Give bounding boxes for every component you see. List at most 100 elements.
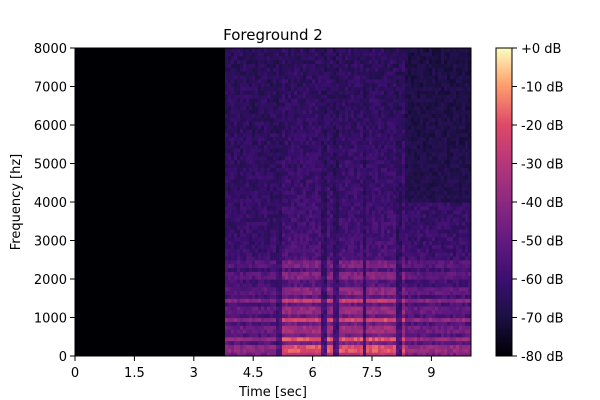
heatmap-cell — [243, 90, 247, 95]
heatmap-cell — [249, 248, 253, 253]
heatmap-cell — [357, 109, 361, 115]
heatmap-cell — [342, 302, 346, 307]
heatmap-cell — [282, 63, 286, 68]
heatmap-cell — [261, 309, 265, 315]
heatmap-cell — [390, 225, 394, 230]
heatmap-cell — [390, 352, 394, 356]
heatmap-cell — [237, 144, 241, 149]
heatmap-cell — [402, 236, 406, 242]
heatmap-cell — [354, 155, 358, 161]
heatmap-cell — [345, 352, 349, 356]
heatmap-cell — [273, 71, 277, 76]
heatmap-cell — [360, 202, 364, 207]
heatmap-cell — [369, 336, 373, 342]
heatmap-cell — [405, 194, 409, 199]
heatmap-cell — [402, 171, 406, 176]
heatmap-cell — [327, 63, 331, 68]
heatmap-cell — [297, 155, 301, 161]
heatmap-cell — [315, 244, 319, 249]
heatmap-cell — [330, 198, 334, 203]
heatmap-cell — [276, 63, 280, 68]
heatmap-cell — [348, 236, 352, 242]
heatmap-cell — [411, 279, 415, 284]
heatmap-cell — [357, 209, 361, 215]
heatmap-cell — [369, 317, 373, 322]
heatmap-cell — [396, 90, 400, 95]
heatmap-cell — [318, 279, 322, 284]
heatmap-cell — [300, 267, 304, 272]
heatmap-cell — [261, 186, 265, 192]
heatmap-cell — [234, 205, 238, 211]
heatmap-cell — [357, 190, 361, 195]
heatmap-cell — [321, 194, 325, 199]
heatmap-cell — [237, 221, 241, 226]
heatmap-cell — [240, 225, 244, 230]
heatmap-cell — [228, 136, 232, 141]
heatmap-cell — [393, 125, 397, 130]
heatmap-cell — [255, 221, 259, 226]
heatmap-cell — [312, 329, 316, 334]
heatmap-cell — [354, 148, 358, 153]
heatmap-cell — [342, 105, 346, 111]
heatmap-cell — [267, 255, 271, 261]
heatmap-cell — [297, 336, 301, 342]
heatmap-cell — [243, 82, 247, 88]
heatmap-cell — [324, 236, 328, 242]
heatmap-cell — [372, 140, 376, 145]
heatmap-cell — [240, 252, 244, 257]
heatmap-cell — [339, 317, 343, 322]
heatmap-cell — [306, 325, 310, 330]
heatmap-cell — [357, 159, 361, 165]
heatmap-cell — [396, 186, 400, 192]
heatmap-cell — [348, 59, 352, 64]
heatmap-cell — [285, 221, 289, 226]
heatmap-cell — [234, 71, 238, 76]
heatmap-cell — [309, 159, 313, 165]
heatmap-cell — [360, 252, 364, 257]
heatmap-cell — [381, 171, 385, 176]
heatmap-cell — [354, 205, 358, 211]
heatmap-cell — [393, 282, 397, 288]
heatmap-cell — [267, 132, 271, 138]
heatmap-cell — [297, 236, 301, 242]
heatmap-cell — [348, 78, 352, 84]
heatmap-cell — [324, 209, 328, 215]
heatmap-cell — [264, 121, 268, 126]
heatmap-cell — [258, 151, 262, 157]
heatmap-cell — [243, 332, 247, 338]
heatmap-cell — [342, 148, 346, 153]
heatmap-cell — [390, 101, 394, 107]
heatmap-cell — [333, 244, 337, 249]
heatmap-cell — [237, 136, 241, 141]
heatmap-cell — [324, 159, 328, 165]
heatmap-cell — [405, 305, 409, 311]
heatmap-cell — [387, 136, 391, 141]
heatmap-cell — [342, 90, 346, 95]
heatmap-cell — [375, 313, 379, 319]
heatmap-cell — [396, 94, 400, 99]
heatmap-cell — [231, 175, 235, 180]
heatmap-cell — [405, 332, 409, 338]
heatmap-cell — [288, 344, 292, 349]
heatmap-cell — [276, 113, 280, 118]
heatmap-cell — [390, 344, 394, 349]
heatmap-cell — [300, 286, 304, 292]
heatmap-cell — [342, 67, 346, 72]
heatmap-cell — [285, 336, 289, 342]
heatmap-cell — [246, 55, 250, 61]
heatmap-cell — [345, 294, 349, 299]
heatmap-cell — [267, 198, 271, 203]
heatmap-cell — [291, 209, 295, 215]
heatmap-cell — [309, 171, 313, 176]
heatmap-cell — [237, 101, 241, 107]
heatmap-cell — [315, 236, 319, 242]
heatmap-cell — [378, 74, 382, 80]
heatmap-cell — [408, 109, 412, 115]
heatmap-cell — [315, 228, 319, 234]
heatmap-cell — [246, 217, 250, 222]
heatmap-cell — [390, 228, 394, 234]
heatmap-cell — [390, 163, 394, 168]
heatmap-cell — [261, 71, 265, 76]
heatmap-cell — [288, 159, 292, 165]
heatmap-cell — [297, 332, 301, 338]
